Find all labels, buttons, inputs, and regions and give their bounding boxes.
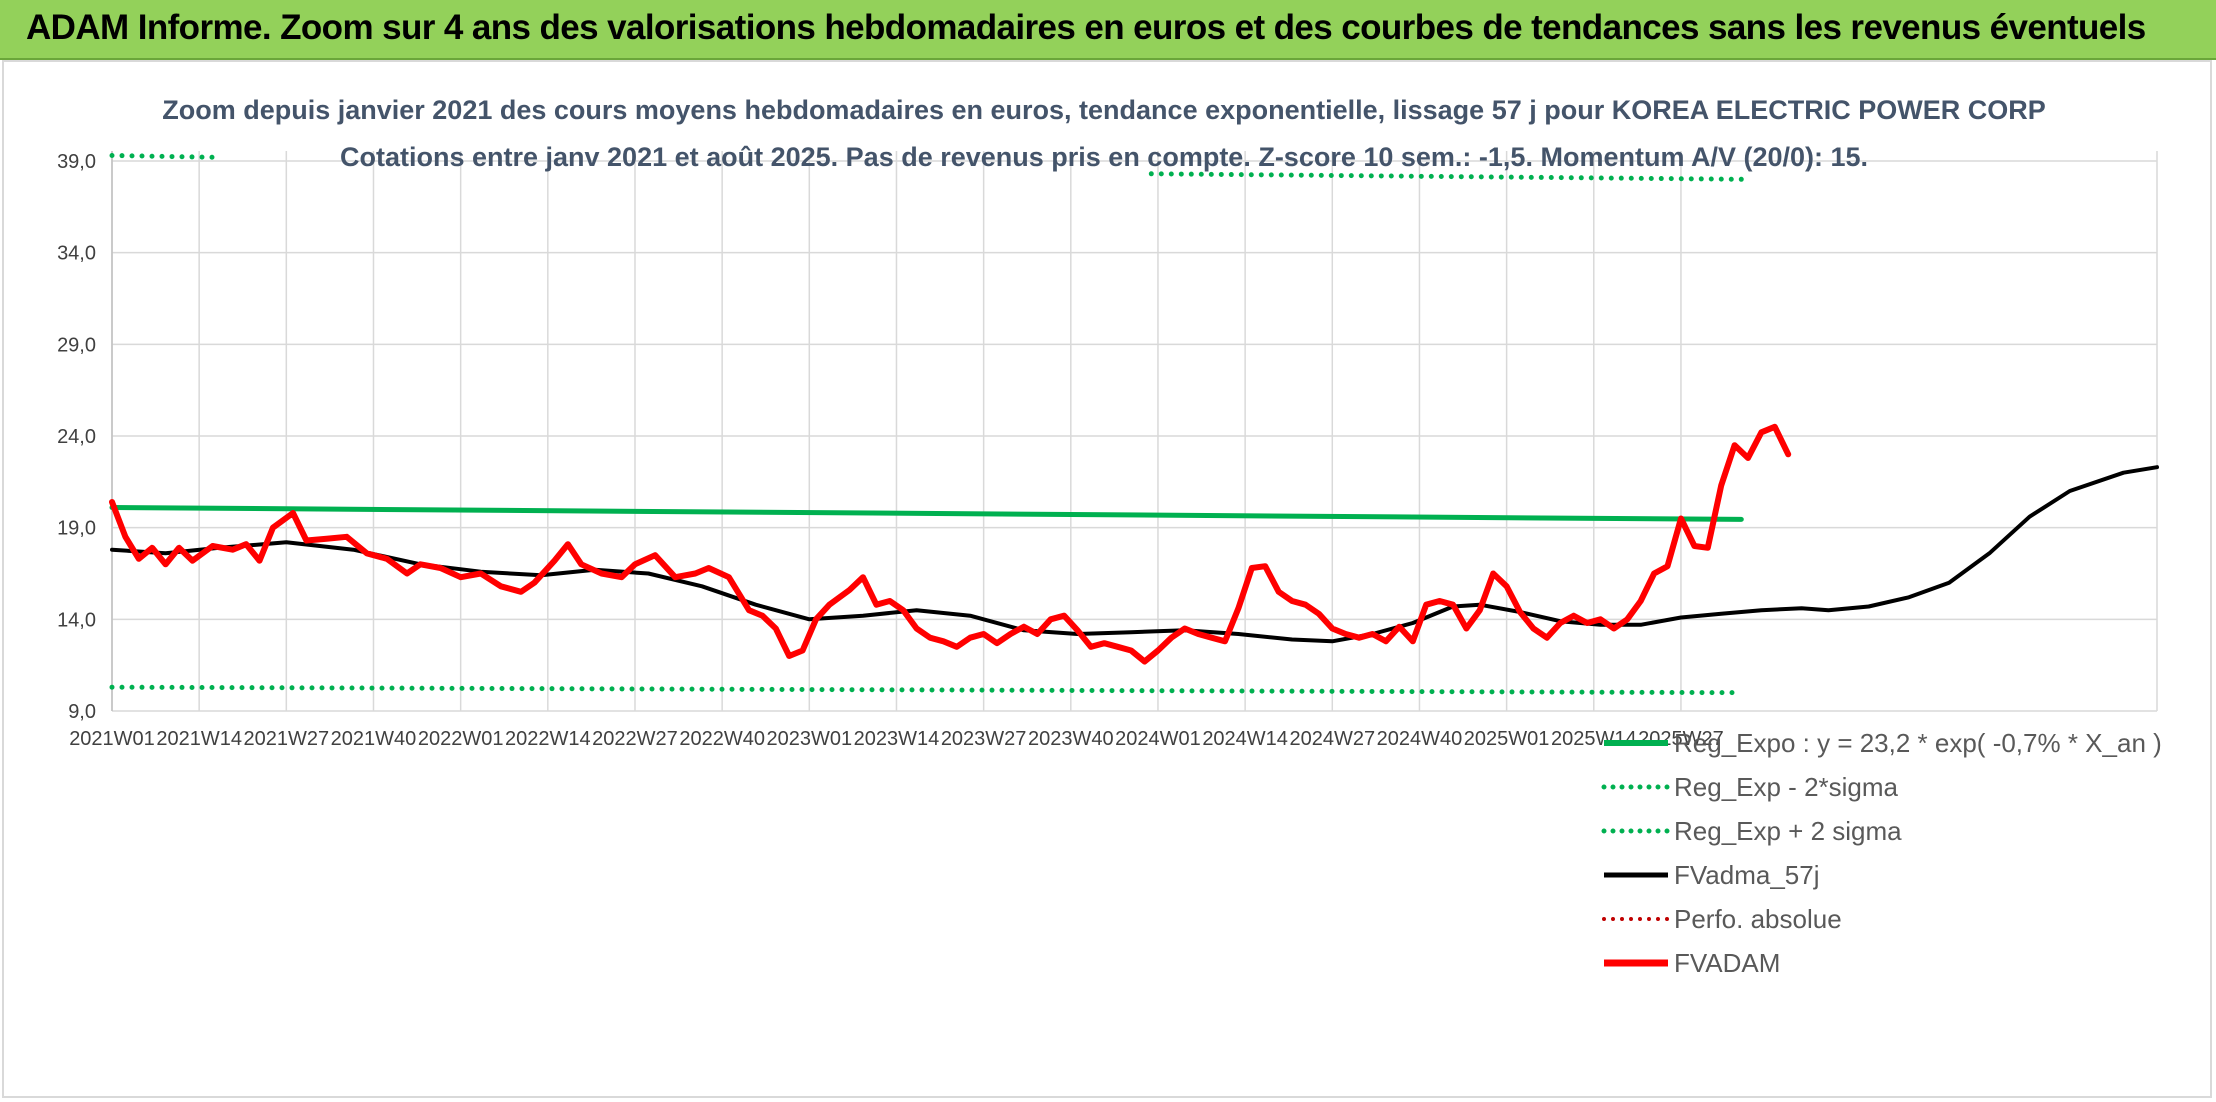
series-group xyxy=(109,153,2159,696)
x-tick-label: 2024W27 xyxy=(1289,728,1375,750)
y-tick-label: 14,0 xyxy=(57,609,96,631)
series-fvadam-line xyxy=(109,423,1792,665)
legend-label: FVADAM xyxy=(1674,948,1780,978)
x-tick-label: 2023W40 xyxy=(1028,728,1114,750)
chart-svg: Zoom depuis janvier 2021 des cours moyen… xyxy=(57,95,2162,978)
x-tick-label: 2022W27 xyxy=(592,728,678,750)
header-bar: ADAM Informe. Zoom sur 4 ans des valoris… xyxy=(0,0,2216,60)
x-tick-label: 2024W14 xyxy=(1202,728,1288,750)
legend-label: Perfo. absolue xyxy=(1674,904,1842,934)
chart-subtitle: Cotations entre janv 2021 et août 2025. … xyxy=(340,142,1868,172)
chart-frame: Zoom depuis janvier 2021 des cours moyen… xyxy=(2,60,2212,1098)
x-tick-label: 2021W27 xyxy=(244,728,330,750)
y-tick-label: 19,0 xyxy=(57,518,96,540)
x-tick-label: 2023W01 xyxy=(766,728,852,750)
series-reg-exp-minus-2sigma-line xyxy=(109,684,1744,696)
y-tick-label: 39,0 xyxy=(57,151,96,173)
page-title: ADAM Informe. Zoom sur 4 ans des valoris… xyxy=(26,8,2146,47)
grid xyxy=(111,151,2158,712)
y-axis-ticks: 39,0 34,0 29,0 24,0 19,0 14,0 9,0 xyxy=(57,151,96,723)
y-tick-label: 24,0 xyxy=(57,426,96,448)
x-tick-label: 2023W14 xyxy=(854,728,940,750)
x-tick-label: 2024W40 xyxy=(1377,728,1463,750)
x-tick-label: 2021W40 xyxy=(331,728,417,750)
x-tick-label: 2022W01 xyxy=(418,728,504,750)
x-tick-label: 2024W01 xyxy=(1115,728,1201,750)
y-tick-label: 29,0 xyxy=(57,334,96,356)
x-tick-label: 2022W40 xyxy=(679,728,765,750)
legend-label: Reg_Expo : y = 23,2 * exp( -0,7% * X_an … xyxy=(1674,728,2162,758)
chart-title: Zoom depuis janvier 2021 des cours moyen… xyxy=(162,95,2046,125)
x-tick-label: 2023W27 xyxy=(941,728,1027,750)
y-tick-label: 34,0 xyxy=(57,243,96,265)
series-fvadma-57j-line xyxy=(110,465,2159,644)
series-reg-expo-line xyxy=(109,505,1744,522)
x-axis-ticks: 2021W01 2021W14 2021W27 2021W40 2022W01 2022W… xyxy=(69,728,1724,750)
x-tick-label: 2022W14 xyxy=(505,728,591,750)
legend: Reg_Expo : y = 23,2 * exp( -0,7% * X_an … xyxy=(1601,728,2162,978)
x-tick-label: 2021W01 xyxy=(69,728,155,750)
legend-label: Reg_Exp + 2 sigma xyxy=(1674,816,1902,846)
series-reg-exp-plus-2sigma-line xyxy=(109,153,216,160)
x-tick-label: 2021W14 xyxy=(156,728,242,750)
x-tick-label: 2025W14 xyxy=(1551,728,1637,750)
x-tick-label: 2025W01 xyxy=(1464,728,1550,750)
series-reg-exp-plus-2sigma-line xyxy=(1148,171,1744,182)
y-tick-label: 9,0 xyxy=(68,701,96,723)
legend-label: FVadma_57j xyxy=(1674,860,1820,890)
legend-label: Reg_Exp - 2*sigma xyxy=(1674,772,1899,802)
